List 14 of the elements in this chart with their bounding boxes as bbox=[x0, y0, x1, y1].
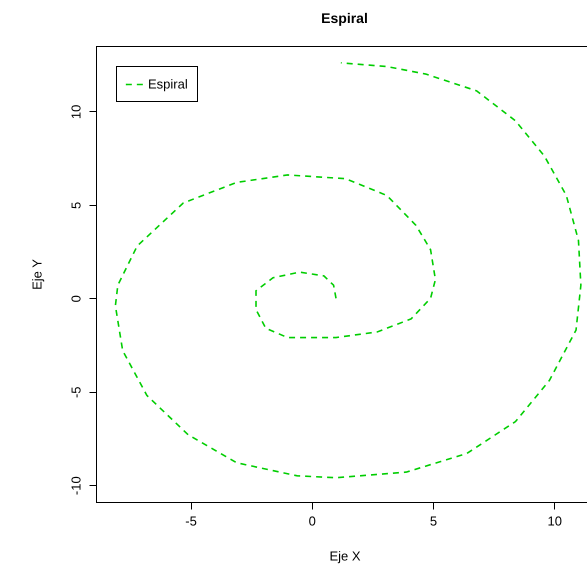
x-tick-label: 10 bbox=[547, 514, 562, 528]
x-tick-label: 5 bbox=[430, 514, 438, 528]
x-axis-title: Eje X bbox=[329, 548, 361, 564]
y-axis-title: Eje Y bbox=[30, 258, 44, 290]
y-tick-label: -10 bbox=[68, 476, 84, 496]
y-tick-label: 0 bbox=[68, 295, 84, 302]
x-tick-label: -5 bbox=[185, 514, 197, 528]
y-tick-label: 10 bbox=[68, 104, 84, 120]
x-tick-label: 0 bbox=[308, 514, 316, 528]
line-series bbox=[114, 62, 582, 479]
chart-title: Espiral bbox=[321, 10, 368, 26]
y-tick-label: -5 bbox=[68, 386, 84, 398]
y-tick-label: 5 bbox=[68, 202, 84, 209]
legend-label: Espiral bbox=[148, 76, 188, 92]
